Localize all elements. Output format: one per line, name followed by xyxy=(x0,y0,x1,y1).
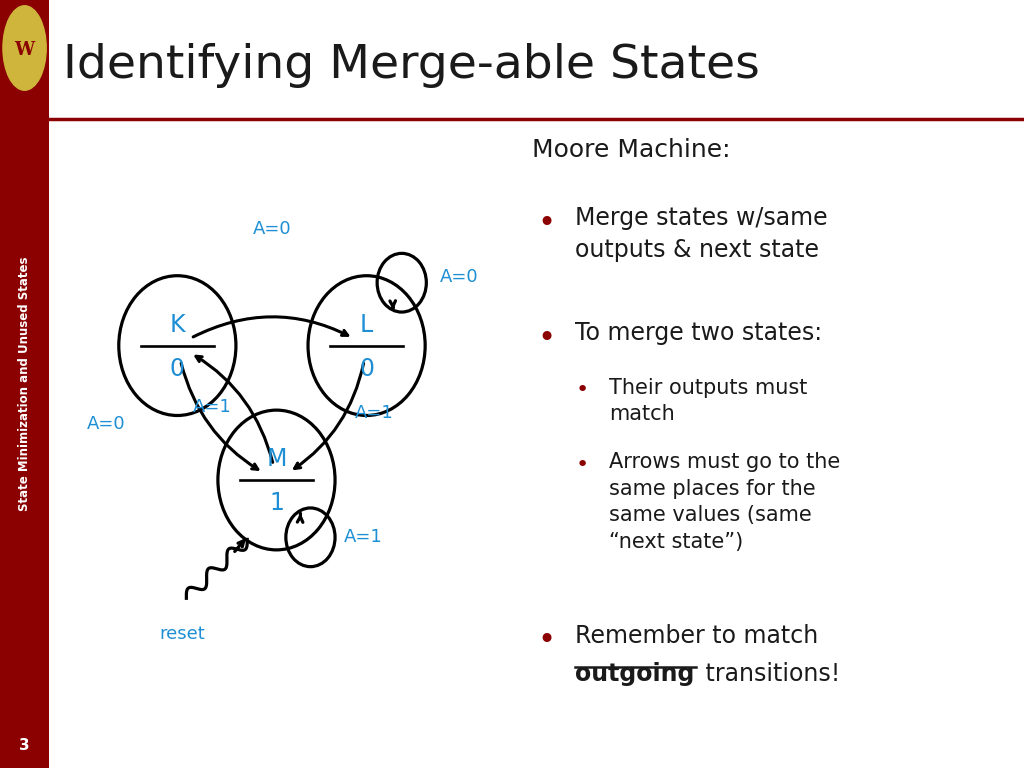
Circle shape xyxy=(119,276,236,415)
Text: K: K xyxy=(170,313,185,336)
Text: State Minimization and Unused States: State Minimization and Unused States xyxy=(18,257,31,511)
Text: A=1: A=1 xyxy=(194,399,231,416)
Text: A=1: A=1 xyxy=(344,528,383,546)
Text: 1: 1 xyxy=(269,491,284,515)
Text: 0: 0 xyxy=(170,356,185,381)
Text: reset: reset xyxy=(159,625,205,643)
Text: 3: 3 xyxy=(19,737,30,753)
Text: Remember to match: Remember to match xyxy=(575,624,819,647)
Bar xyxy=(0,0,49,768)
Text: Moore Machine:: Moore Machine: xyxy=(532,137,731,162)
Text: A=0: A=0 xyxy=(253,220,291,238)
Circle shape xyxy=(308,276,425,415)
Text: •: • xyxy=(575,380,589,400)
Text: •: • xyxy=(575,455,589,475)
Text: A=1: A=1 xyxy=(355,404,394,422)
Text: •: • xyxy=(538,209,556,238)
Text: Identifying Merge-able States: Identifying Merge-able States xyxy=(63,43,760,88)
Text: Their outputs must
match: Their outputs must match xyxy=(609,378,808,424)
Text: •: • xyxy=(538,626,556,655)
Text: W: W xyxy=(14,41,35,59)
Text: 0: 0 xyxy=(359,356,374,381)
Circle shape xyxy=(218,410,335,550)
Text: To merge two states:: To merge two states: xyxy=(575,321,822,345)
Text: L: L xyxy=(360,313,373,336)
Text: outgoing: outgoing xyxy=(575,662,695,686)
Text: Arrows must go to the
same places for the
same values (same
“next state”): Arrows must go to the same places for th… xyxy=(609,452,841,551)
Text: A=0: A=0 xyxy=(87,415,126,432)
Circle shape xyxy=(3,6,46,91)
Text: transitions!: transitions! xyxy=(698,662,841,686)
Text: M: M xyxy=(266,447,287,471)
Text: A=0: A=0 xyxy=(440,268,478,286)
Text: Merge states w/same
outputs & next state: Merge states w/same outputs & next state xyxy=(575,206,828,263)
Text: •: • xyxy=(538,324,556,353)
